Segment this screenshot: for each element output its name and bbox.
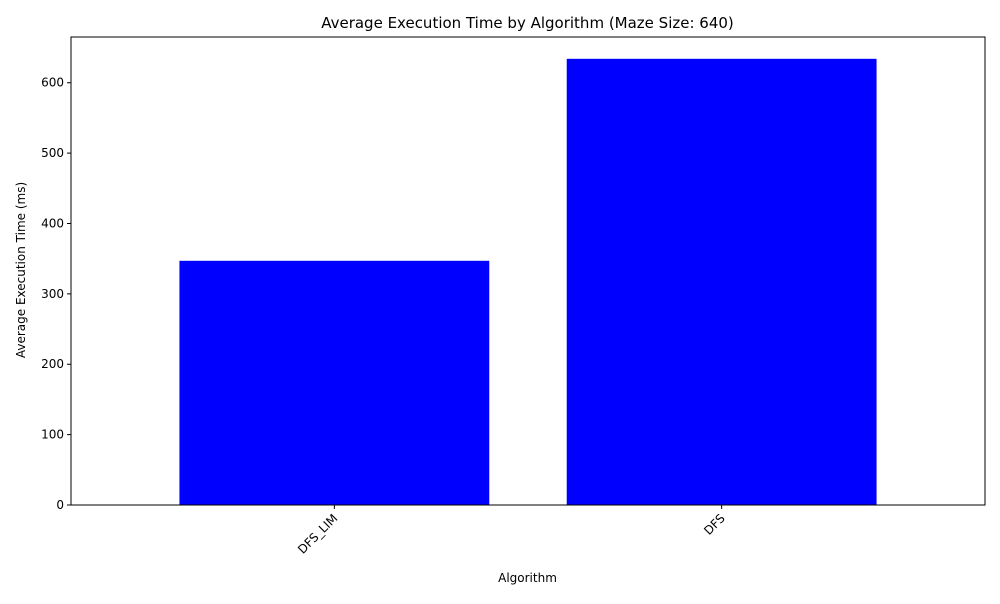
chart-title: Average Execution Time by Algorithm (Maz… <box>321 14 734 32</box>
bar-dfs-lim <box>179 260 490 505</box>
plot-frame <box>70 36 986 506</box>
y-tick-label: 200 <box>41 357 64 371</box>
y-tick-label: 400 <box>41 216 64 230</box>
y-tick-label: 100 <box>41 428 64 442</box>
bars-layer <box>179 58 877 506</box>
y-tick-label: 600 <box>41 76 64 90</box>
y-axis: 0 100 200 300 400 500 600 <box>41 76 71 512</box>
y-axis-label: Average Execution Time (ms) <box>14 182 28 358</box>
y-tick-label: 0 <box>56 498 64 512</box>
x-axis-label: Algorithm <box>498 571 557 585</box>
y-tick-label: 500 <box>41 146 64 160</box>
bar-dfs <box>566 58 877 506</box>
y-tick-label: 300 <box>41 287 64 301</box>
